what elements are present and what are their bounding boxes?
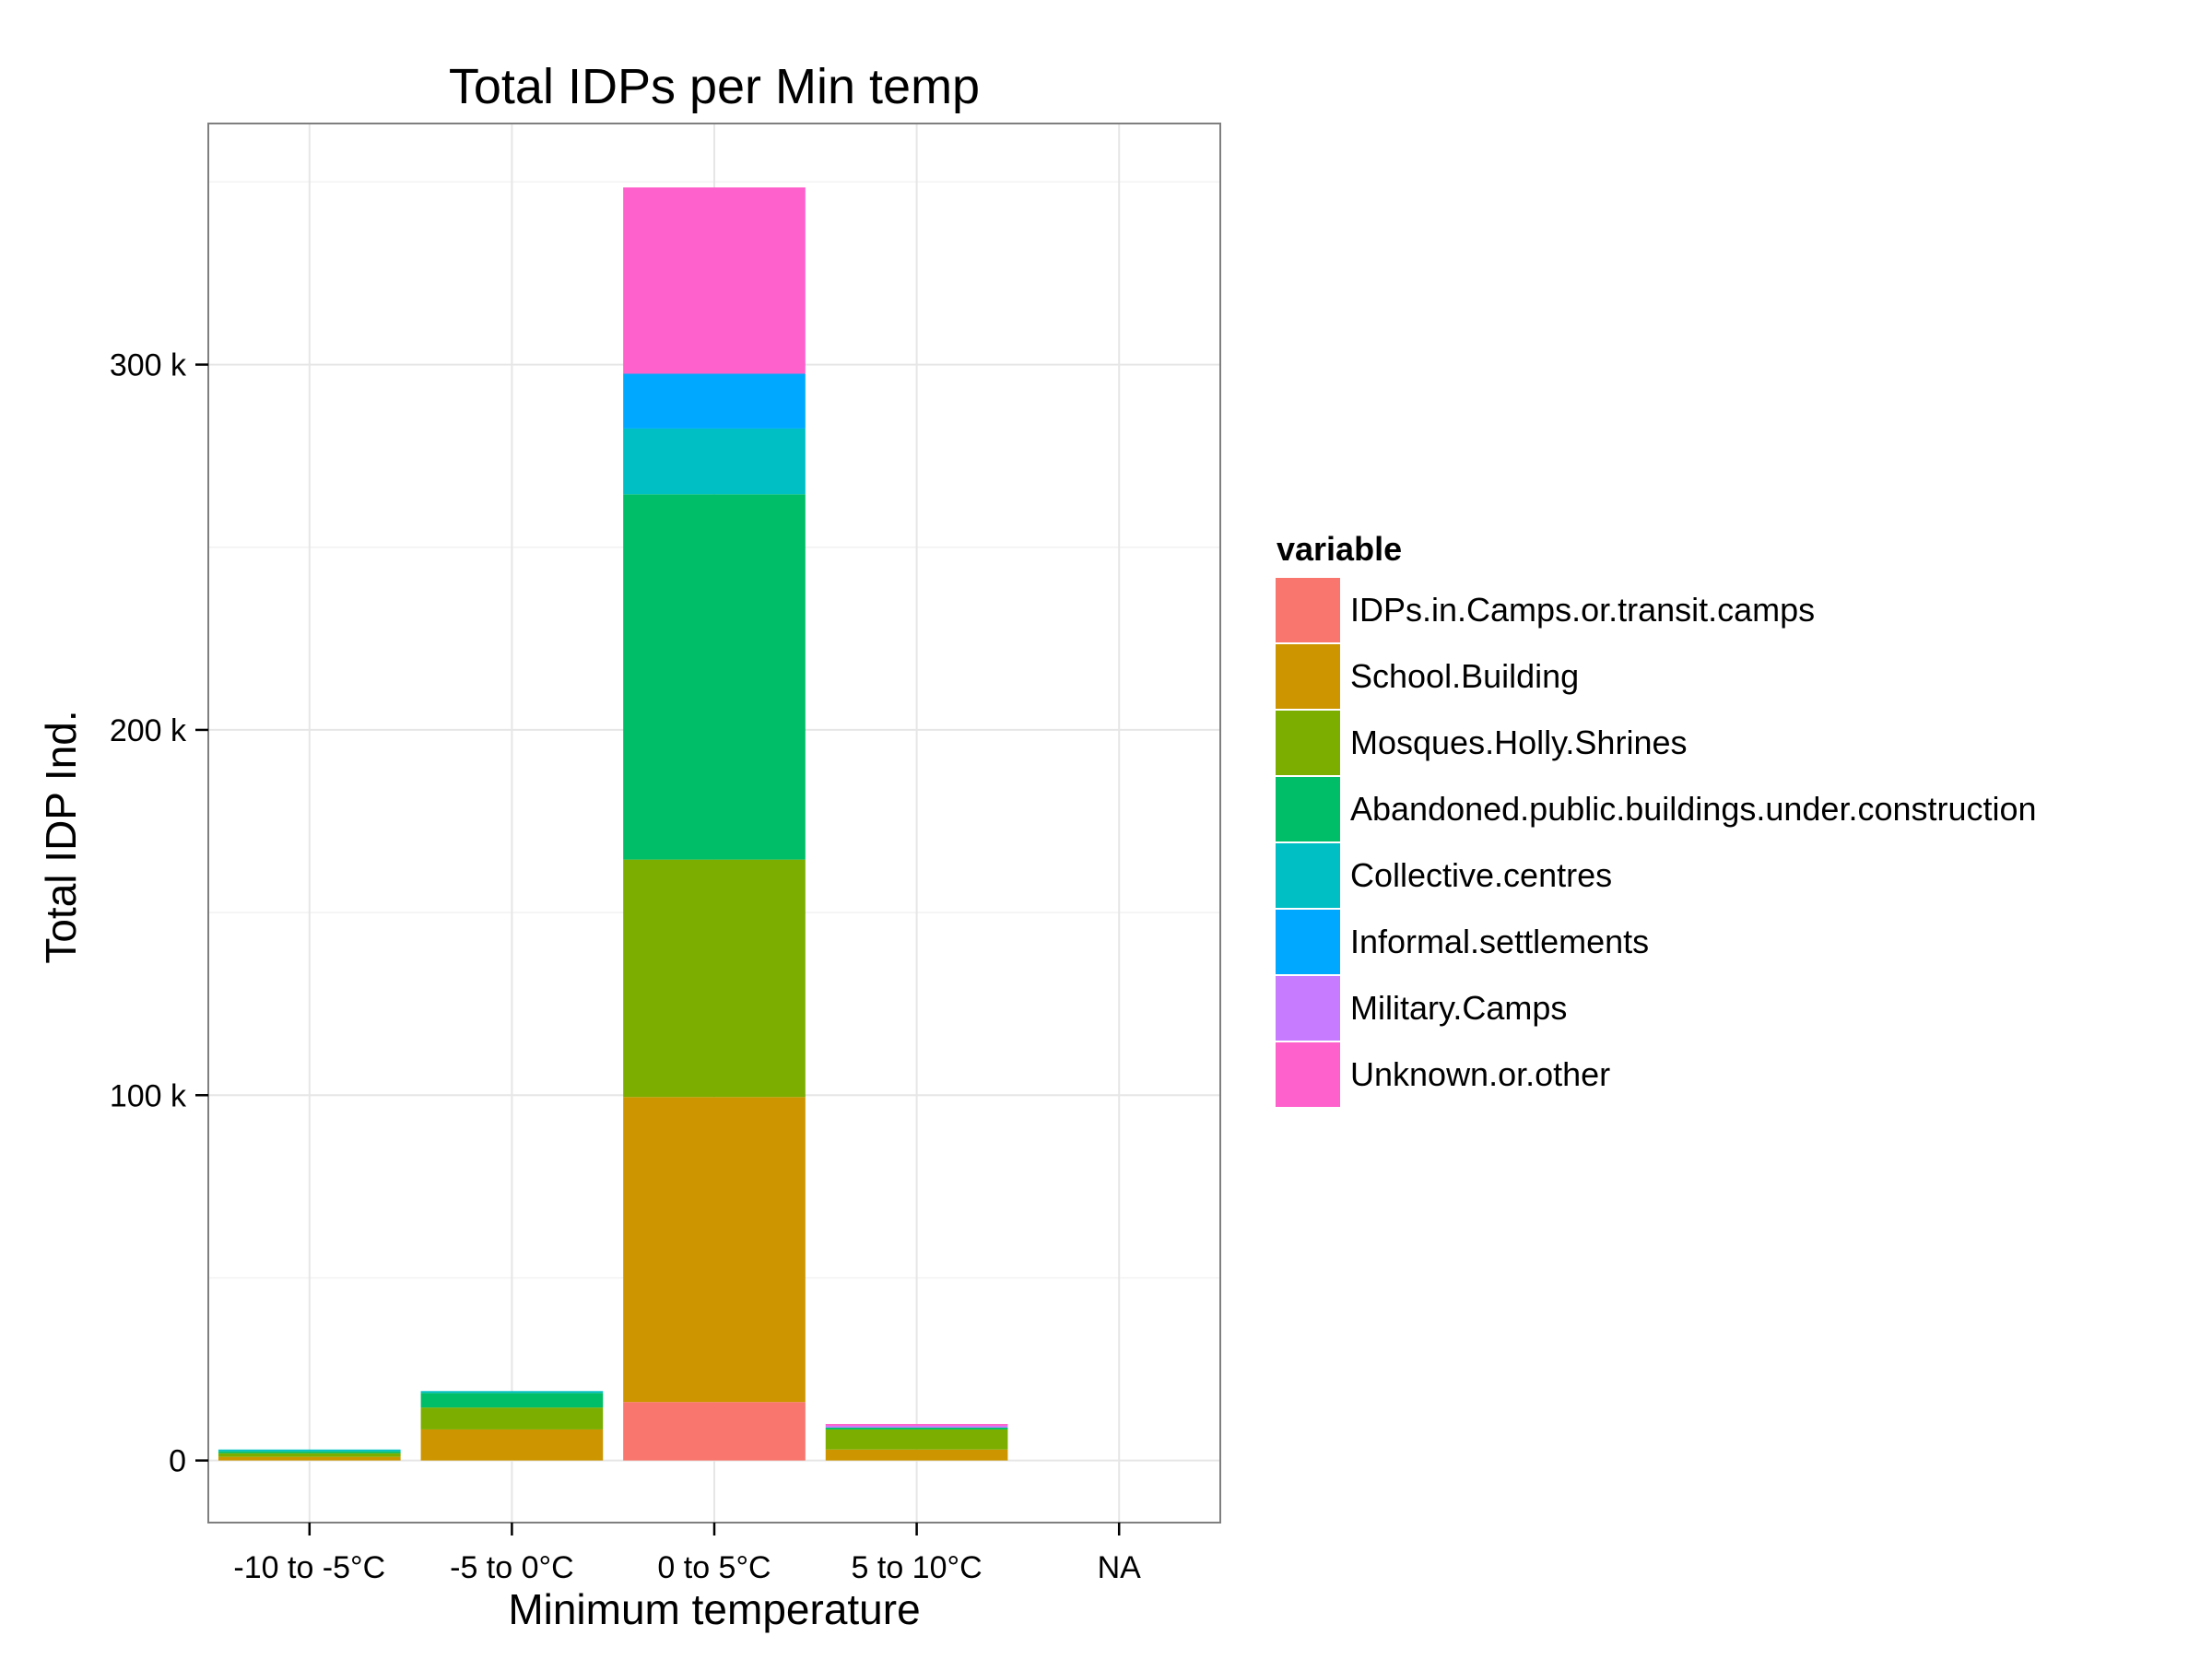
legend-label: Collective.centres: [1350, 856, 1612, 894]
x-tick-label: 5 to 10°C: [852, 1550, 982, 1585]
legend-key: [1274, 576, 1342, 644]
x-tick-label: 0 to 5°C: [657, 1550, 771, 1585]
bar-segment: [623, 859, 806, 1098]
y-axis-label: Total IDP Ind.: [37, 710, 85, 963]
legend: variable IDPs.in.Camps.or.transit.camps S…: [1274, 530, 2037, 1109]
bar-segment: [623, 494, 806, 860]
legend-label: Military.Camps: [1350, 989, 1567, 1027]
bar-segment: [825, 1429, 1008, 1450]
x-tick-label: NA: [1098, 1550, 1142, 1585]
bar-segment: [825, 1425, 1008, 1428]
bar-segment: [420, 1393, 604, 1408]
legend-label: School.Building: [1350, 657, 1579, 695]
legend-label: IDPs.in.Camps.or.transit.camps: [1350, 591, 1815, 629]
legend-label: Abandoned.public.buildings.under.constru…: [1350, 790, 2037, 828]
y-tick-label: 0: [169, 1444, 186, 1479]
chart-title: Total IDPs per Min temp: [449, 59, 980, 114]
plot-area: 0 100 k 200 k 300 k -10 to -5°C -5 to 0°C 0 to…: [110, 123, 1221, 1585]
x-axis-label: Minimum temperature: [508, 1585, 920, 1633]
legend-key: [1274, 775, 1342, 843]
x-tick-label: -10 to -5°C: [233, 1550, 385, 1585]
bar-segment: [825, 1427, 1008, 1430]
legend-label: Mosques.Holly.Shrines: [1350, 724, 1687, 761]
legend-key: [1274, 908, 1342, 976]
bar-segment: [420, 1407, 604, 1430]
y-tick-label: 300 k: [110, 348, 187, 383]
legend-label: Unknown.or.other: [1350, 1055, 1610, 1093]
bar-segment: [825, 1423, 1008, 1426]
y-tick-label: 200 k: [110, 713, 187, 748]
bar-segment: [623, 1097, 806, 1403]
bar-segment: [218, 1453, 401, 1457]
bar-segment: [218, 1451, 401, 1453]
legend-key: [1274, 642, 1342, 711]
bar-segment: [623, 428, 806, 495]
legend-label: Informal.settlements: [1350, 923, 1649, 960]
legend-key: [1274, 709, 1342, 777]
bar-segment: [420, 1391, 604, 1394]
legend-title: variable: [1277, 530, 1402, 568]
bar-segment: [420, 1429, 604, 1461]
bar-segment: [623, 187, 806, 374]
legend-key: [1274, 974, 1342, 1042]
bar-segment: [218, 1449, 401, 1452]
x-tick-label: -5 to 0°C: [450, 1550, 574, 1585]
bar-segment: [218, 1456, 401, 1461]
bar-segment: [825, 1449, 1008, 1461]
legend-key: [1274, 1041, 1342, 1109]
bar-segment: [623, 1402, 806, 1461]
y-tick-label: 100 k: [110, 1078, 187, 1113]
bar-segment: [623, 373, 806, 429]
legend-key: [1274, 841, 1342, 910]
